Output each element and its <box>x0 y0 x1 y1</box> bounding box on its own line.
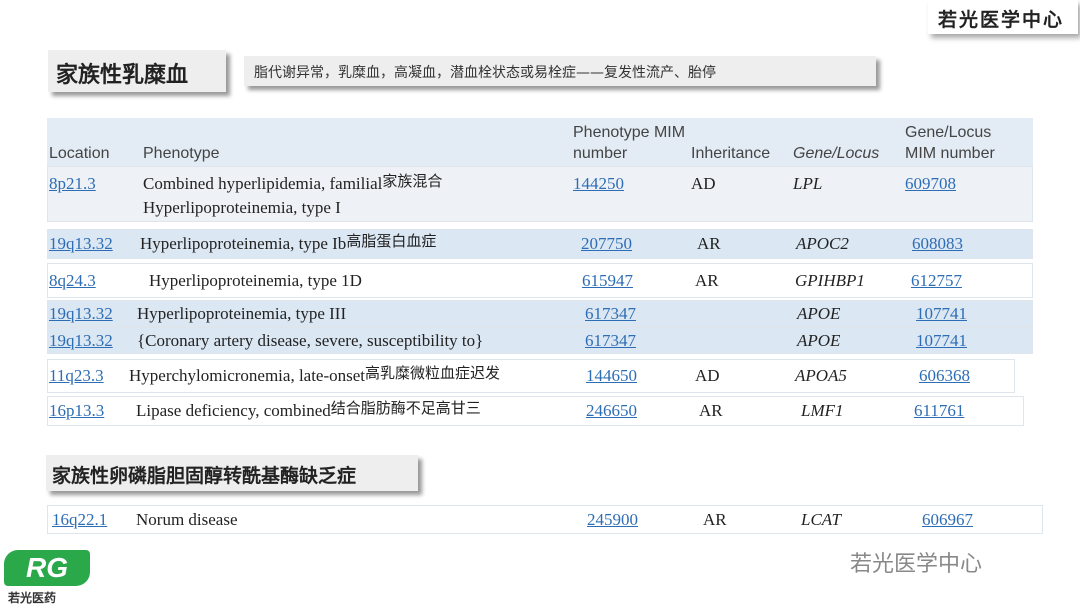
inheritance: AR <box>699 401 723 420</box>
inheritance: AD <box>695 366 720 385</box>
phenotype-note: 高乳糜微粒血症迟发 <box>365 364 501 382</box>
phenotype-text: Hyperlipoproteinemia, type III <box>137 303 347 323</box>
mim-number: 144650 <box>586 366 637 385</box>
location: 8p21.3 <box>49 174 96 193</box>
section-title-box: 家族性卵磷脂胆固醇转酰基酶缺乏症 <box>46 455 418 491</box>
gene-mim-number: 609708 <box>905 174 956 193</box>
gene-mim-number: 606967 <box>922 509 973 529</box>
phenotype-text: Hyperlipoproteinemia, type Ib <box>140 234 347 253</box>
location: 19q13.32 <box>49 303 113 323</box>
location: 16p13.3 <box>49 401 105 420</box>
phenotype: Hyperlipoproteinemia, type 1D <box>149 269 362 293</box>
phenotype-text: Hyperlipoproteinemia, type 1D <box>149 270 362 290</box>
phenotype-line: Hyperlipoproteinemia, type 1D <box>149 269 362 293</box>
phenotype: Hyperchylomicronemia, late-onset高乳糜微粒血症迟… <box>129 364 500 388</box>
mim-number: 615947 <box>582 270 633 290</box>
gene-mim-number: 606368 <box>919 366 970 385</box>
phenotype-line: Lipase deficiency, combined结合脂肪酶不足高甘三 <box>136 399 481 423</box>
logo-mark: RG <box>4 550 90 586</box>
gene-mim-number: 107741 <box>916 303 967 323</box>
gene: LMF1 <box>801 401 844 420</box>
table-row <box>47 300 1033 327</box>
mim-number: 207750 <box>581 234 632 253</box>
phenotype-text: Combined hyperlipidemia, familial <box>143 174 383 193</box>
table-row <box>47 359 1015 393</box>
phenotype-text: Hyperlipoproteinemia, type I <box>143 198 341 217</box>
phenotype-text: Hyperchylomicronemia, late-onset <box>129 366 366 385</box>
phenotype: Lipase deficiency, combined结合脂肪酶不足高甘三 <box>136 399 481 423</box>
mim-number: 246650 <box>586 401 637 420</box>
gene: APOE <box>797 303 841 323</box>
brand-box: 若光医学中心 <box>928 0 1078 34</box>
phenotype-text: {Coronary artery disease, severe, suscep… <box>137 330 484 350</box>
inheritance: AR <box>703 509 727 529</box>
section-title-box: 家族性乳糜血 <box>48 50 226 92</box>
phenotype-text: Norum disease <box>136 509 238 529</box>
location: 16q22.1 <box>52 509 108 529</box>
phenotype-note: 家族混合 <box>382 172 443 190</box>
gene-mim-number: 611761 <box>914 401 965 420</box>
table-row <box>47 327 1033 354</box>
section-title: 家族性乳糜血 <box>56 63 189 88</box>
phenotype-line: Combined hyperlipidemia, familial家族混合 <box>143 172 442 196</box>
phenotype-line: Hyperlipoproteinemia, type I <box>143 196 442 220</box>
phenotype: Hyperlipoproteinemia, type Ib高脂蛋白血症 <box>140 232 436 256</box>
column-header: Gene/Locus <box>793 145 880 162</box>
phenotype-line: Hyperlipoproteinemia, type Ib高脂蛋白血症 <box>140 232 436 256</box>
table-row <box>47 505 1043 534</box>
column-header: Gene/Locus MIM number <box>905 124 995 162</box>
location: 11q23.3 <box>49 366 104 385</box>
phenotype: Combined hyperlipidemia, familial家族混合 Hyp… <box>143 172 442 220</box>
phenotype-line: Hyperlipoproteinemia, type III <box>137 302 346 326</box>
phenotype-note: 高脂蛋白血症 <box>346 232 437 250</box>
gene: LCAT <box>801 509 842 529</box>
location: 8q24.3 <box>49 270 96 290</box>
gene: APOC2 <box>796 234 849 253</box>
table-header <box>47 118 1033 166</box>
table-row <box>47 263 1033 298</box>
logo-name: 若光医药 <box>8 591 57 605</box>
gene: LPL <box>793 174 823 193</box>
section-title: 家族性卵磷脂胆固醇转酰基酶缺乏症 <box>52 465 357 487</box>
subtitle-box: 脂代谢异常，乳糜血，高凝血，潜血栓状态或易栓症——复发性流产、胎停 <box>244 56 876 86</box>
table-row <box>47 396 1024 426</box>
logo: RG 若光医药 <box>0 548 100 608</box>
inheritance: AR <box>697 234 721 253</box>
phenotype-note: 结合脂肪酶不足高甘三 <box>330 399 481 417</box>
gene-mim-number: 107741 <box>916 330 967 350</box>
location: 19q13.32 <box>49 330 113 350</box>
phenotype-line: Norum disease <box>136 508 238 532</box>
inheritance: AD <box>691 174 716 193</box>
column-header: Phenotype <box>143 145 220 162</box>
phenotype-line: Hyperchylomicronemia, late-onset高乳糜微粒血症迟… <box>129 364 500 388</box>
gene: APOA5 <box>795 366 847 385</box>
subtitle: 脂代谢异常，乳糜血，高凝血，潜血栓状态或易栓症——复发性流产、胎停 <box>254 65 716 81</box>
mim-number: 617347 <box>585 303 636 323</box>
gene: APOE <box>797 330 841 350</box>
gene: GPIHBP1 <box>795 270 865 290</box>
inheritance: AR <box>695 270 719 290</box>
brand: 若光医学中心 <box>938 9 1065 31</box>
column-header: Location <box>49 145 110 162</box>
phenotype-text: Lipase deficiency, combined <box>136 401 331 420</box>
table-row <box>47 166 1033 222</box>
mim-number: 144250 <box>573 174 624 193</box>
mim-number: 617347 <box>585 330 636 350</box>
table-row <box>47 229 1033 259</box>
phenotype: {Coronary artery disease, severe, suscep… <box>137 329 483 353</box>
gene-mim-number: 608083 <box>912 234 963 253</box>
mim-number: 245900 <box>587 509 638 529</box>
column-header: Phenotype MIM number <box>573 124 686 162</box>
watermark: 若光医学中心 <box>850 552 983 577</box>
phenotype: Norum disease <box>136 508 238 532</box>
phenotype: Hyperlipoproteinemia, type III <box>137 302 346 326</box>
phenotype-line: {Coronary artery disease, severe, suscep… <box>137 329 483 353</box>
location: 19q13.32 <box>49 234 113 253</box>
column-header: Inheritance <box>691 145 771 162</box>
gene-mim-number: 612757 <box>911 270 962 290</box>
